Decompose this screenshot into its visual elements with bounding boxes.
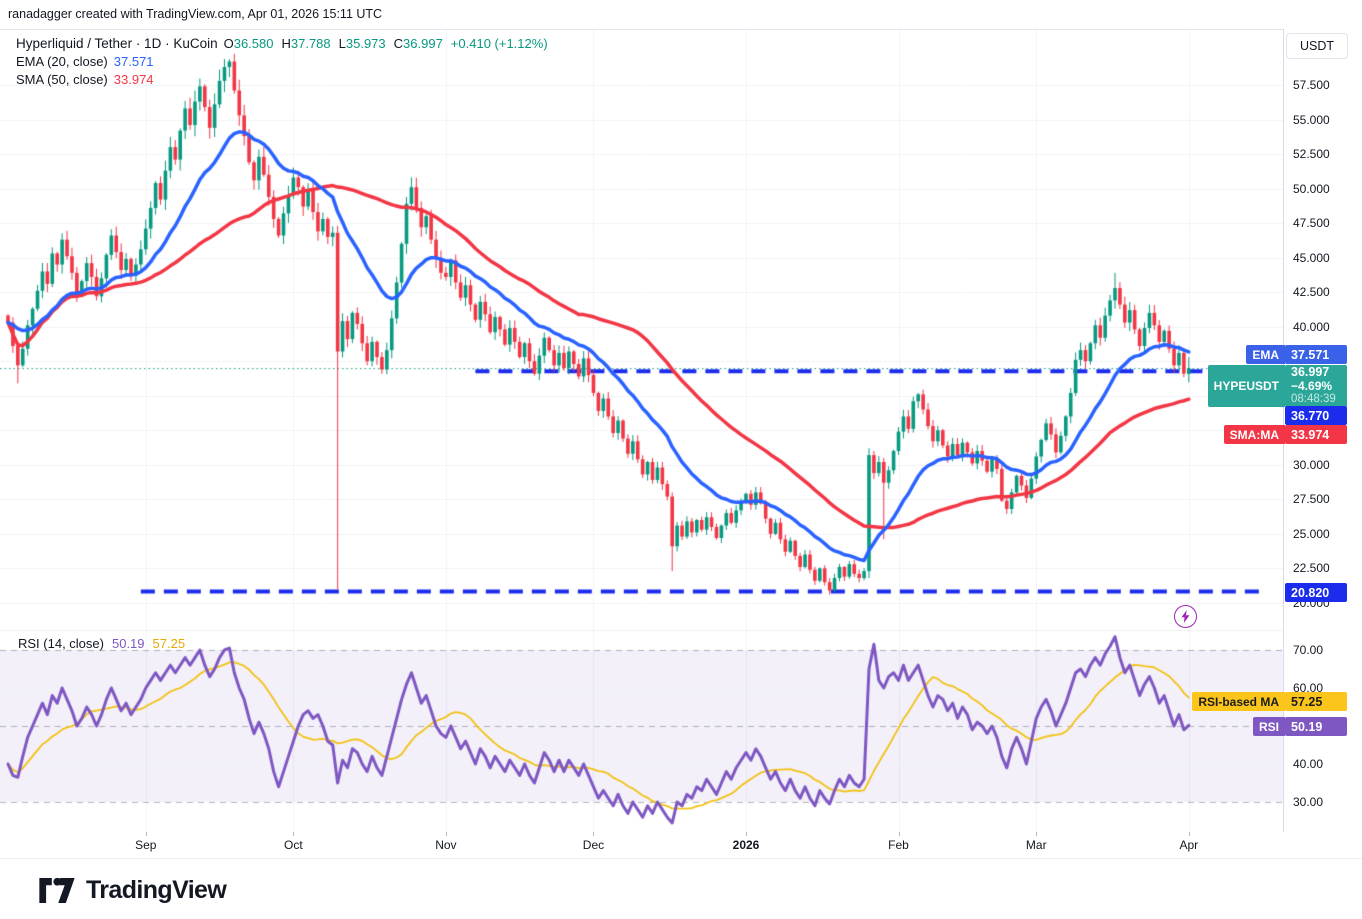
axis-tick-label: 55.000 bbox=[1293, 112, 1330, 127]
time-axis-label: Mar bbox=[1025, 838, 1047, 852]
open-value: O36.580 bbox=[223, 36, 274, 51]
time-axis-label: Oct bbox=[284, 838, 303, 852]
rsi-label: RSI (14, close) bbox=[18, 636, 104, 651]
rsi-ma-value: 57.25 bbox=[152, 636, 186, 651]
axis-tick-label: 70.00 bbox=[1293, 643, 1324, 657]
sma-badge-value: 33.974 bbox=[1285, 425, 1347, 444]
time-axis-tick bbox=[1036, 832, 1037, 836]
chart-top-border bbox=[0, 29, 1362, 30]
axis-tick-label: 30.00 bbox=[1293, 795, 1324, 809]
axis-tick-label: 22.500 bbox=[1293, 561, 1330, 576]
last-price-badge: HYPEUSDT 36.997 −4.69% 08:48:39 bbox=[1207, 365, 1347, 407]
axis-tick-label: 50.000 bbox=[1293, 181, 1330, 196]
low-value: L35.973 bbox=[338, 36, 386, 51]
sma-price-badge: SMA:MA 33.974 bbox=[1223, 425, 1347, 444]
ema-label: EMA (20, close) bbox=[16, 54, 108, 69]
close-value: C36.997 bbox=[393, 36, 443, 51]
time-axis-label: Dec bbox=[582, 838, 605, 852]
currency-button[interactable]: USDT bbox=[1286, 33, 1348, 59]
axis-tick-label: 40.000 bbox=[1293, 319, 1330, 334]
lightning-icon bbox=[1181, 610, 1190, 623]
rsi-value: 50.19 bbox=[111, 636, 145, 651]
chart-legend: Hyperliquid / Tether · 1D · KuCoin O36.5… bbox=[16, 35, 548, 89]
rsi-ma-badge-value: 57.25 bbox=[1285, 692, 1347, 711]
rsi-ma-badge-tag: RSI-based MA bbox=[1192, 692, 1285, 711]
axis-tick-label: 30.000 bbox=[1293, 457, 1330, 472]
ema-badge-tag: EMA bbox=[1246, 345, 1285, 364]
time-axis-tick bbox=[293, 832, 294, 836]
time-axis-tick bbox=[746, 832, 747, 836]
axis-tick-label: 57.500 bbox=[1293, 78, 1330, 92]
time-axis-tick bbox=[899, 832, 900, 836]
ema-legend-row[interactable]: EMA (20, close) 37.571 bbox=[16, 53, 548, 70]
axis-tick-label: 60.00 bbox=[1293, 681, 1324, 695]
resistance-level-value: 36.770 bbox=[1285, 406, 1347, 425]
rsi-badge-value: 50.19 bbox=[1285, 717, 1347, 736]
time-axis-tick bbox=[146, 832, 147, 836]
change-value: +0.410 (+1.12%) bbox=[450, 36, 548, 51]
high-value: H37.788 bbox=[281, 36, 331, 51]
sma-badge-tag: SMA:MA bbox=[1223, 425, 1285, 444]
time-axis[interactable]: Sep Oct Nov Dec 2026 Feb Mar Apr bbox=[0, 832, 1362, 858]
rsi-legend-row[interactable]: RSI (14, close) 50.19 57.25 bbox=[18, 636, 185, 651]
support-level-value: 20.820 bbox=[1285, 583, 1347, 602]
tradingview-logo-icon bbox=[39, 877, 75, 903]
tradingview-brand[interactable]: TradingView bbox=[38, 876, 227, 905]
time-axis-label: Apr bbox=[1179, 838, 1199, 852]
flash-trade-button[interactable] bbox=[1174, 605, 1197, 628]
symbol-title: Hyperliquid / Tether · 1D · KuCoin bbox=[16, 36, 218, 51]
ohlc-values: O36.580 H37.788 L35.973 C36.997 +0.410 (… bbox=[224, 36, 548, 51]
rsi-ma-badge: RSI-based MA 57.25 bbox=[1192, 692, 1347, 711]
support-level-badge: 20.820 bbox=[1285, 583, 1347, 602]
bar-countdown: 08:48:39 bbox=[1291, 393, 1336, 406]
symbol-badge-tag: HYPEUSDT bbox=[1207, 365, 1285, 407]
time-axis-label: Sep bbox=[135, 838, 157, 852]
ema-price-badge: EMA 37.571 bbox=[1246, 345, 1347, 364]
footer: TradingView bbox=[0, 859, 1362, 919]
ema-value: 37.571 bbox=[113, 54, 154, 69]
time-axis-tick bbox=[1189, 832, 1190, 836]
axis-tick-label: 52.500 bbox=[1293, 147, 1330, 162]
axis-tick-label: 25.000 bbox=[1293, 526, 1330, 541]
sma-legend-row[interactable]: SMA (50, close) 33.974 bbox=[16, 71, 548, 88]
time-axis-label: Nov bbox=[435, 838, 457, 852]
time-axis-tick bbox=[593, 832, 594, 836]
time-axis-label: 2026 bbox=[732, 838, 760, 852]
time-axis-tick bbox=[446, 832, 447, 836]
sma-value: 33.974 bbox=[113, 72, 154, 87]
time-axis-label: Feb bbox=[888, 838, 909, 852]
ema-badge-value: 37.571 bbox=[1285, 345, 1347, 364]
rsi-badge-tag: RSI bbox=[1252, 717, 1285, 736]
change-percent-value: −4.69% bbox=[1291, 378, 1333, 393]
resistance-level-badge: 36.770 bbox=[1285, 406, 1347, 425]
brand-name: TradingView bbox=[86, 876, 227, 904]
axis-tick-label: 47.500 bbox=[1293, 216, 1330, 231]
axis-tick-label: 42.500 bbox=[1293, 285, 1330, 300]
last-price-value: 36.997 bbox=[1291, 365, 1330, 380]
axis-tick-label: 40.00 bbox=[1293, 757, 1324, 771]
last-price-badge-values: 36.997 −4.69% 08:48:39 bbox=[1285, 365, 1347, 407]
axis-tick-label: 27.500 bbox=[1293, 492, 1330, 507]
sma-label: SMA (50, close) bbox=[16, 72, 108, 87]
axis-tick-label: 45.000 bbox=[1293, 250, 1330, 265]
symbol-legend-row[interactable]: Hyperliquid / Tether · 1D · KuCoin O36.5… bbox=[16, 35, 548, 52]
rsi-badge: RSI 50.19 bbox=[1252, 717, 1347, 736]
footer-separator bbox=[0, 858, 1362, 859]
